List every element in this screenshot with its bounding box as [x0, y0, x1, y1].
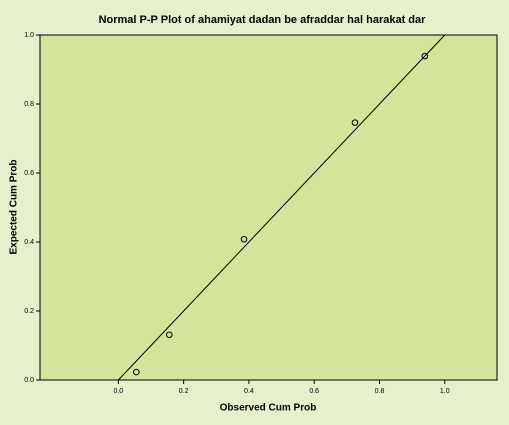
y-tick-label: 0.2: [24, 308, 34, 315]
point: [351, 119, 359, 126]
y-tick-label: 1.0: [24, 32, 34, 39]
y-axis-label: Expected Cum Prob: [9, 159, 20, 254]
point: [421, 52, 429, 60]
y-tick-label: 0.8: [24, 101, 34, 108]
x-tick-label: 1.0: [440, 388, 450, 395]
chart-title: Normal P-P Plot of ahamiyat dadan be afr…: [99, 14, 427, 26]
point: [165, 331, 173, 339]
reference-line: [117, 34, 446, 381]
x-tick-label: 0.4: [244, 388, 254, 395]
y-tick-label: 0.0: [24, 377, 34, 384]
point: [132, 368, 140, 376]
x-tick-label: 0.8: [375, 388, 385, 395]
plot-area: [39, 34, 498, 381]
point: [240, 235, 248, 243]
x-tick-label: 0.0: [113, 388, 123, 395]
y-tick-label: 0.4: [24, 239, 34, 246]
x-tick-label: 0.2: [179, 388, 189, 395]
x-tick-label: 0.6: [309, 388, 319, 395]
x-axis-label: Observed Cum Prob: [220, 403, 317, 414]
y-tick-label: 0.6: [24, 170, 34, 177]
